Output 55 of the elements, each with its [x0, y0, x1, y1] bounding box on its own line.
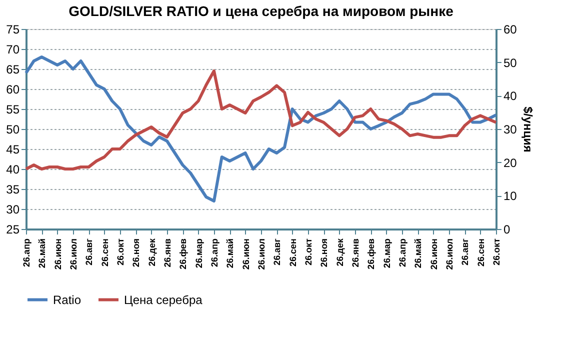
y-tick-label: 45: [6, 142, 20, 156]
y-tick-label: 25: [6, 222, 20, 236]
y-tick-label: 70: [6, 42, 20, 56]
line-series: [24, 70, 498, 170]
y2-tick-label: 10: [504, 189, 518, 204]
x-tick-label: 26.июл: [68, 238, 78, 270]
y-tick-label: 30: [6, 202, 20, 216]
y-tick-label: 40: [6, 162, 20, 176]
y-tick-label: 35: [6, 182, 20, 196]
x-tick-label: 26.ноя: [131, 238, 142, 268]
x-tick-label: 26.апр: [22, 238, 32, 267]
x-tick-label: 26.сен: [288, 238, 298, 266]
x-tick-label: 26.авг: [460, 238, 470, 266]
legend-label: Цена серебра: [124, 292, 203, 307]
x-tick-label: 26.окт: [304, 238, 314, 266]
x-tick-label: 26.сен: [100, 238, 110, 266]
y2-tick-label: 40: [504, 89, 518, 104]
x-tick-label: 26.мар: [194, 238, 204, 268]
x-tick-label: 26.янв: [350, 238, 360, 268]
y2-axis-title: $/унция: [520, 106, 535, 152]
x-tick-label: 26.дек: [146, 238, 157, 266]
chart-title: GOLD/SILVER RATIO и цена серебра на мировом рынке: [68, 3, 454, 19]
x-tick-label: 26.фев: [366, 238, 376, 270]
x-tick-label: 26.июн: [428, 238, 439, 270]
x-tick-label: 26.май: [37, 238, 48, 268]
x-tick-label: 26.фев: [178, 238, 188, 270]
y-tick-label: 60: [6, 82, 20, 96]
x-tick-label: 26.июн: [240, 238, 251, 270]
y2-tick-label: 60: [504, 22, 518, 36]
x-tick-label: 26.авг: [272, 238, 282, 266]
x-tick-label: 26.июн: [52, 238, 63, 270]
x-tick-label: 26.дек: [334, 238, 345, 266]
x-tick-label: 26.июл: [444, 238, 454, 270]
x-tick-label: 26.янв: [162, 238, 172, 268]
x-tick-label: 26.мар: [382, 238, 392, 268]
y-tick-label: 75: [6, 22, 20, 36]
x-tick-label: 26.май: [413, 238, 424, 268]
y-tick-label: 50: [6, 122, 20, 136]
x-tick-label: 26.ноя: [319, 238, 330, 268]
line-series: [24, 56, 498, 202]
x-tick-label: 26.апр: [398, 238, 408, 267]
x-tick-label: 26.авг: [84, 238, 94, 266]
y-tick-label: 55: [6, 102, 20, 116]
x-tick-label: 26.июл: [256, 238, 266, 270]
x-tick-label: 26.окт: [492, 238, 502, 266]
y2-tick-label: 30: [504, 122, 518, 136]
y2-tick-label: 50: [504, 56, 518, 70]
x-tick-label: 26.апр: [210, 238, 220, 267]
y-tick-label: 65: [6, 62, 20, 76]
legend-label: Ratio: [53, 292, 82, 307]
y2-tick-label: 20: [504, 156, 518, 170]
y2-tick-label: 0: [504, 222, 510, 236]
x-tick-label: 26.сен: [476, 238, 486, 266]
x-tick-label: 26.окт: [116, 238, 126, 266]
x-tick-label: 26.май: [225, 238, 236, 268]
